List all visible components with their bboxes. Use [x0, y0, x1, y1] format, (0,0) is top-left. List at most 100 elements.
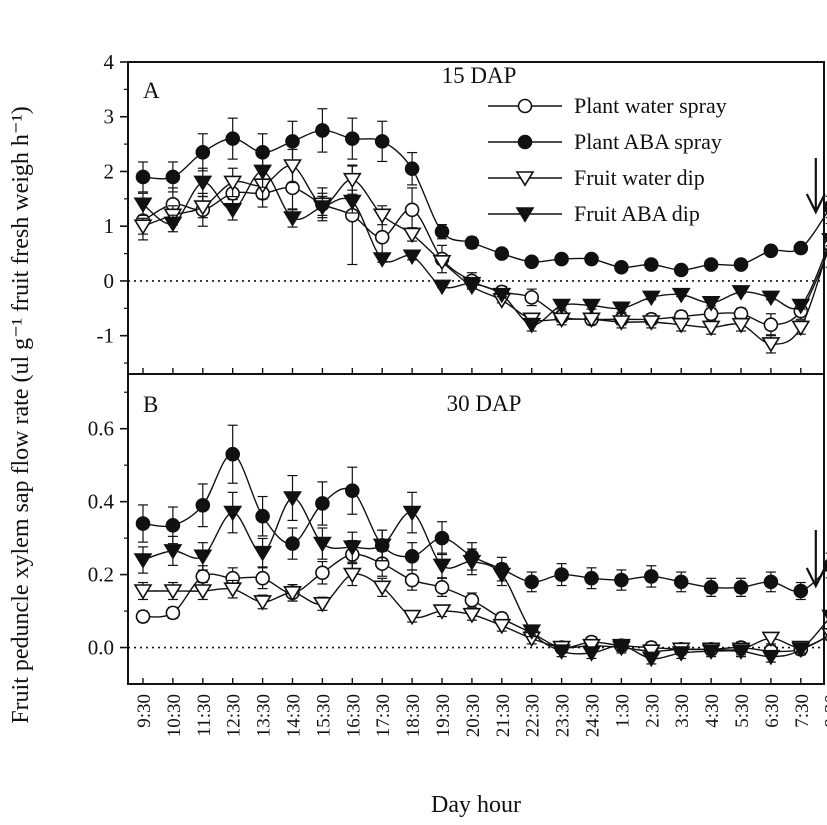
data-point	[404, 202, 420, 218]
x-tick-labels: 9:30 10:30 11:30 12:30 13:30 14:30 15:30 16:30 1…	[134, 694, 827, 737]
data-point	[614, 259, 629, 275]
y-tick-label: 2	[104, 159, 115, 183]
legend-label: Plant water spray	[574, 93, 727, 118]
data-point	[165, 605, 181, 621]
data-point	[761, 649, 781, 666]
data-point	[223, 505, 243, 522]
data-point	[671, 317, 691, 334]
data-point	[793, 240, 809, 256]
data-point	[195, 145, 211, 160]
y-tick-label: -1	[97, 324, 115, 348]
arrow-head	[805, 193, 826, 215]
data-point	[404, 549, 420, 564]
data-point	[283, 211, 302, 227]
data-point	[462, 607, 482, 624]
data-point	[763, 574, 779, 590]
data-point	[133, 584, 153, 600]
data-point	[285, 536, 300, 551]
legend-label: Plant ABA spray	[574, 129, 722, 154]
panel-letter: A	[143, 78, 160, 103]
data-point	[494, 246, 510, 261]
x-tick-label: 18:30	[403, 694, 424, 737]
data-point	[135, 609, 151, 624]
data-point	[253, 545, 273, 562]
data-point	[552, 298, 572, 315]
y-tick-label: 0.4	[88, 490, 115, 514]
data-point	[733, 257, 749, 272]
x-tick-label: 16:30	[343, 694, 364, 737]
data-point	[344, 483, 360, 499]
data-point	[312, 536, 332, 553]
data-point	[462, 555, 482, 571]
series-fruit-water-dip	[133, 148, 827, 354]
data-point	[253, 595, 273, 611]
data-point	[193, 200, 213, 216]
data-point	[584, 251, 599, 267]
data-point	[315, 565, 330, 581]
data-point	[255, 508, 270, 524]
x-tick-label: 17:30	[373, 694, 394, 737]
data-point	[193, 584, 213, 600]
data-point	[643, 257, 659, 272]
data-point	[374, 134, 390, 149]
data-point	[432, 279, 452, 296]
data-point	[554, 251, 569, 267]
data-point	[582, 298, 601, 315]
data-point	[614, 572, 629, 588]
data-point	[731, 317, 751, 334]
panel-a: -1 0 1 2 3 4 A 15 DAP Plant water spray Plant ABA…	[97, 50, 827, 375]
data-point	[312, 596, 332, 613]
data-point	[372, 208, 392, 225]
x-tick-label: 10:30	[164, 694, 185, 737]
series-plant-aba-spray	[135, 108, 827, 278]
data-point	[611, 638, 631, 655]
data-point	[404, 161, 420, 177]
data-point	[223, 582, 243, 598]
data-point	[283, 491, 302, 507]
data-point	[492, 618, 512, 635]
data-point	[701, 296, 721, 312]
data-point	[464, 235, 480, 250]
data-point	[703, 257, 719, 272]
x-axis-label: Day hour	[431, 792, 521, 818]
data-point	[641, 651, 661, 668]
data-point	[193, 549, 213, 566]
data-point	[133, 197, 153, 214]
data-point	[464, 592, 480, 608]
data-point	[584, 570, 599, 586]
panel-b: 0.0 0.2 0.4 0.6 B 30 DAP	[88, 373, 827, 685]
legend-marker	[517, 98, 533, 114]
x-tick-label: 8:30	[822, 694, 827, 728]
data-point	[763, 243, 779, 259]
data-point	[492, 287, 512, 304]
data-point	[791, 298, 811, 315]
data-point	[223, 175, 243, 192]
x-tick-label: 15:30	[313, 694, 334, 737]
data-point	[524, 574, 540, 590]
data-point	[731, 644, 751, 660]
x-tick-label: 12:30	[224, 694, 245, 737]
data-point	[163, 584, 183, 600]
panel-title: 15 DAP	[442, 63, 517, 88]
data-point	[671, 646, 691, 662]
series-fruit-aba-dip	[133, 155, 827, 334]
data-point	[731, 285, 751, 301]
data-point	[524, 290, 540, 305]
x-tick-label: 5:30	[732, 694, 753, 728]
x-tick-label: 9:30	[134, 694, 155, 728]
data-point	[402, 227, 422, 244]
legend-label: Fruit ABA dip	[574, 201, 700, 226]
panel-letter: B	[143, 392, 158, 417]
data-point	[255, 570, 270, 586]
x-tick-label: 13:30	[254, 694, 275, 737]
data-point	[582, 646, 601, 662]
data-point	[163, 544, 183, 560]
data-point	[823, 200, 827, 214]
data-point	[432, 254, 452, 271]
data-point	[701, 644, 721, 660]
y-tick-label: 1	[104, 214, 115, 238]
series-line	[142, 553, 827, 653]
data-point	[135, 516, 151, 531]
x-tick-label: 11:30	[194, 694, 215, 737]
